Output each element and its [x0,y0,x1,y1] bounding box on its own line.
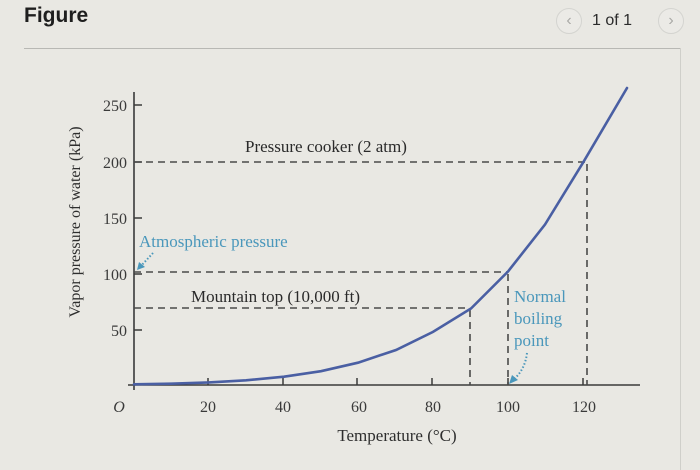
svg-text:200: 200 [103,155,127,172]
y-ticks [134,104,142,331]
figure-title: Figure [24,4,89,27]
svg-text:boiling: boiling [514,309,563,328]
panel-border [680,48,681,470]
x-ticks [207,378,584,385]
svg-text:100: 100 [103,267,127,284]
svg-text:150: 150 [103,211,127,228]
svg-text:60: 60 [351,399,367,416]
y-tick-labels: 250 200 150 100 50 [103,98,127,340]
svg-text:20: 20 [200,399,216,416]
svg-text:40: 40 [275,399,291,416]
vapor-pressure-curve [132,86,629,386]
prev-figure-button[interactable]: ‹ [556,8,582,34]
atmospheric-pressure-label: Atmospheric pressure [139,232,288,251]
chevron-right-icon: › [668,12,674,29]
y-axis-label: Vapor pressure of water (kPa) [67,126,84,317]
normal-boiling-point-label: Normal boiling point [514,287,566,350]
svg-text:O: O [113,399,125,416]
svg-text:Normal: Normal [514,287,566,306]
svg-text:100: 100 [496,399,520,416]
chevron-left-icon: ‹ [566,12,572,29]
x-axis-label: Temperature (°C) [337,426,456,445]
atmospheric-arrow [137,252,154,270]
svg-text:80: 80 [425,399,441,416]
pressure-cooker-label: Pressure cooker (2 atm) [245,137,407,156]
figure-pager: ‹ 1 of 1 › [556,6,685,36]
svg-text:point: point [514,331,549,350]
svg-text:120: 120 [572,399,596,416]
x-tick-labels: O 20 40 60 80 100 120 [113,399,596,416]
normal-boiling-arrow [509,352,528,384]
page-indicator: 1 of 1 [592,12,633,29]
mountain-top-label: Mountain top (10,000 ft) [191,287,360,306]
next-figure-button[interactable]: › [658,8,685,34]
svg-text:50: 50 [111,323,127,340]
header-divider [24,48,680,49]
svg-text:250: 250 [103,98,127,115]
reference-lines [134,161,588,385]
